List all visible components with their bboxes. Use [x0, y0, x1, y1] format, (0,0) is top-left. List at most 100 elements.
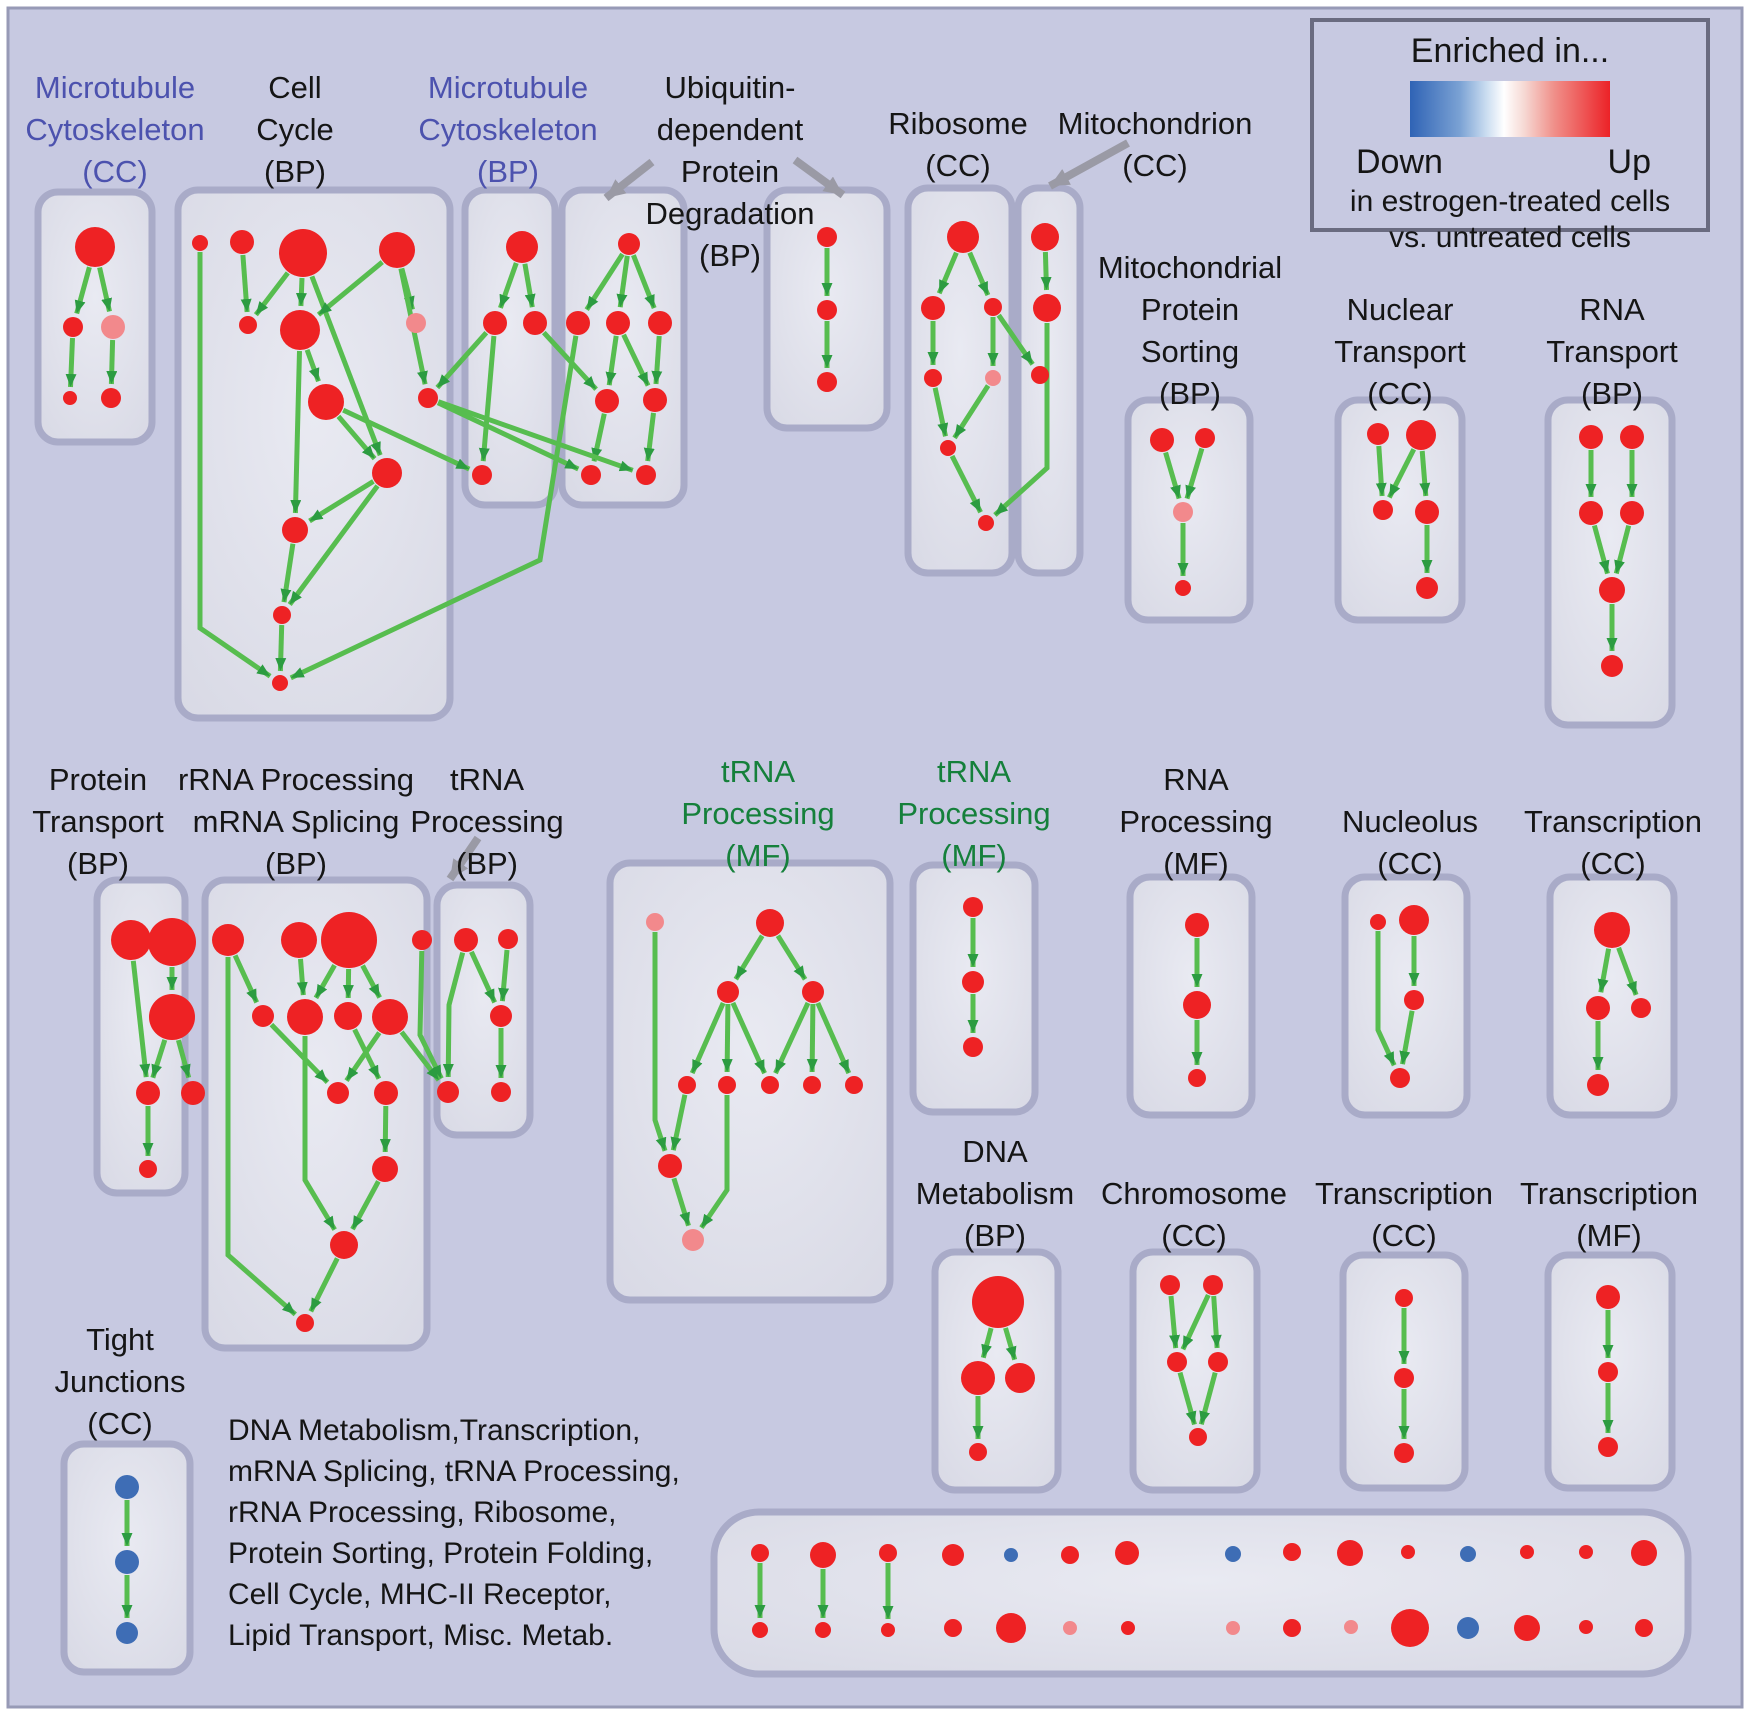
- gene-node-microtubule-bp: [506, 231, 538, 263]
- gene-node-protein-transport: [136, 1081, 160, 1105]
- gene-node-cell-cycle: [418, 388, 438, 408]
- gene-node-rna-processing-mf: [1185, 913, 1209, 937]
- mixed-terms-text-line: DNA Metabolism,Transcription,: [228, 1414, 640, 1447]
- gene-node-nuclear-transport: [1416, 577, 1438, 599]
- edge-ribosome-cc: [952, 384, 991, 440]
- edge-ubiquitin-bp-a: [591, 413, 607, 462]
- gene-node-nucleolus: [1390, 1068, 1410, 1088]
- gene-node-trna-mf-a: [718, 1076, 736, 1094]
- cluster-label-rrna-mrna: (BP): [265, 846, 327, 881]
- cluster-box-transcription-cc-mid: [1546, 873, 1678, 1119]
- gene-node-mixed-terms: [1401, 1545, 1415, 1559]
- cluster-label-microtubule-cc: (CC): [82, 154, 147, 189]
- gene-node-nuclear-transport: [1406, 420, 1436, 450]
- legend: Enriched in... Down Up in estrogen-treat…: [1310, 18, 1710, 254]
- gene-node-cell-cycle: [239, 316, 257, 334]
- edge-ubiquitin-bp-a: [643, 412, 656, 462]
- edge-cell-cycle: [287, 484, 380, 606]
- cluster-label-protein-transport: Transport: [32, 804, 164, 839]
- gene-node-mixed-terms: [810, 1542, 836, 1568]
- gene-node-ubiquitin-bp-a: [595, 389, 619, 413]
- gene-node-rna-processing-mf: [1183, 991, 1211, 1019]
- gene-node-dna-metabolism: [969, 1443, 987, 1461]
- cross-edge: [435, 331, 489, 390]
- cluster-label-ubiquitin-bp-a: Ubiquitin-: [665, 70, 796, 105]
- gene-node-transcription-cc-bot: [1395, 1289, 1413, 1307]
- cluster-label-dna-metabolism: Metabolism: [916, 1176, 1075, 1211]
- gene-node-protein-transport: [111, 920, 151, 960]
- gene-node-mixed-terms: [996, 1613, 1026, 1643]
- label-pointer-arrow: [792, 156, 846, 199]
- gene-node-rrna-mrna: [287, 999, 323, 1035]
- cluster-label-trna-mf-b: tRNA: [937, 754, 1011, 789]
- edge-ribosome-cc: [967, 251, 991, 297]
- gene-node-mito-protein-sorting: [1175, 580, 1191, 596]
- cluster-label-trna-bp: Processing: [410, 804, 563, 839]
- gene-node-tight-junctions: [115, 1475, 139, 1499]
- edge-transcription-cc-mid: [1616, 946, 1639, 996]
- edge-cell-cycle: [240, 254, 252, 313]
- edge-cell-cycle: [308, 479, 375, 524]
- gene-node-ubiquitin-bp-a: [618, 233, 640, 255]
- cluster-box-mixed-terms: [710, 1508, 1692, 1678]
- gene-node-cell-cycle: [406, 313, 426, 333]
- cluster-label-tight-junctions: Tight: [86, 1322, 154, 1357]
- gene-node-mixed-terms: [1579, 1545, 1593, 1559]
- gene-node-microtubule-bp: [523, 311, 547, 335]
- edge-microtubule-bp: [478, 335, 497, 462]
- gene-node-mixed-terms: [1283, 1543, 1301, 1561]
- cluster-label-trna-mf-a: (MF): [725, 838, 790, 873]
- cluster-label-ubiquitin-bp-a: dependent: [657, 112, 804, 147]
- gene-node-nuclear-transport: [1415, 500, 1439, 524]
- edge-ribosome-cc: [936, 251, 959, 295]
- gene-node-nucleolus: [1399, 905, 1429, 935]
- edge-trna-bp: [469, 950, 497, 1004]
- cluster-label-transcription-cc-bot: Transcription: [1315, 1176, 1493, 1211]
- cluster-label-cell-cycle: Cycle: [256, 112, 334, 147]
- gene-node-mixed-terms: [752, 1622, 768, 1638]
- cluster-label-ubiquitin-bp-a: Protein: [681, 154, 779, 189]
- gene-node-trna-mf-a: [646, 913, 664, 931]
- edge-ubiquitin-bp-a: [621, 333, 651, 387]
- edge-cell-cycle: [290, 350, 302, 514]
- cluster-label-tight-junctions: (CC): [87, 1406, 152, 1441]
- gene-node-cell-cycle: [279, 229, 327, 277]
- edge-rna-transport: [1613, 524, 1632, 575]
- cluster-label-chromosome: (CC): [1161, 1218, 1226, 1253]
- gene-node-rrna-mrna: [212, 924, 244, 956]
- gene-node-cell-cycle: [379, 232, 415, 268]
- edge-rrna-mrna: [344, 1031, 382, 1083]
- cluster-label-trna-mf-b: Processing: [897, 796, 1050, 831]
- gene-node-mixed-terms: [1115, 1541, 1139, 1565]
- cluster-label-transcription-cc-bot: (CC): [1371, 1218, 1436, 1253]
- cluster-label-rna-transport: (BP): [1581, 376, 1643, 411]
- gene-node-cell-cycle: [282, 517, 308, 543]
- gene-node-ribosome-cc: [985, 370, 1001, 386]
- edge-rna-transport: [1591, 524, 1610, 575]
- edge-chromosome: [1180, 1293, 1211, 1351]
- gene-node-mitochondrion-cc: [1031, 223, 1059, 251]
- gene-node-cell-cycle: [192, 235, 208, 251]
- edge-dna-metabolism: [980, 1327, 994, 1359]
- gene-node-trna-mf-a: [678, 1076, 696, 1094]
- mixed-terms-text-line: Cell Cycle, MHC-II Receptor,: [228, 1578, 611, 1611]
- gene-node-ribosome-cc: [921, 296, 945, 320]
- gene-node-mixed-terms: [1004, 1548, 1018, 1562]
- gene-node-chromosome: [1208, 1352, 1228, 1372]
- edge-mito-protein-sorting: [1163, 451, 1182, 500]
- edge-rrna-mrna: [302, 1036, 337, 1231]
- cluster-label-microtubule-cc: Microtubule: [35, 70, 195, 105]
- edge-microtubule-cc: [74, 266, 92, 315]
- gene-node-transcription-mf: [1598, 1362, 1618, 1382]
- gene-node-cell-cycle: [230, 230, 254, 254]
- cluster-label-cell-cycle: (BP): [264, 154, 326, 189]
- cluster-label-rna-processing-mf: Processing: [1119, 804, 1272, 839]
- gene-node-trna-mf-a: [761, 1076, 779, 1094]
- edge-ribosome-cc: [949, 454, 983, 514]
- gene-node-trna-mf-a: [802, 981, 824, 1003]
- gene-node-trna-bp: [491, 1082, 511, 1102]
- gene-node-microtubule-cc: [101, 315, 125, 339]
- cluster-label-dna-metabolism: DNA: [962, 1134, 1028, 1169]
- edge-rrna-mrna: [360, 964, 382, 999]
